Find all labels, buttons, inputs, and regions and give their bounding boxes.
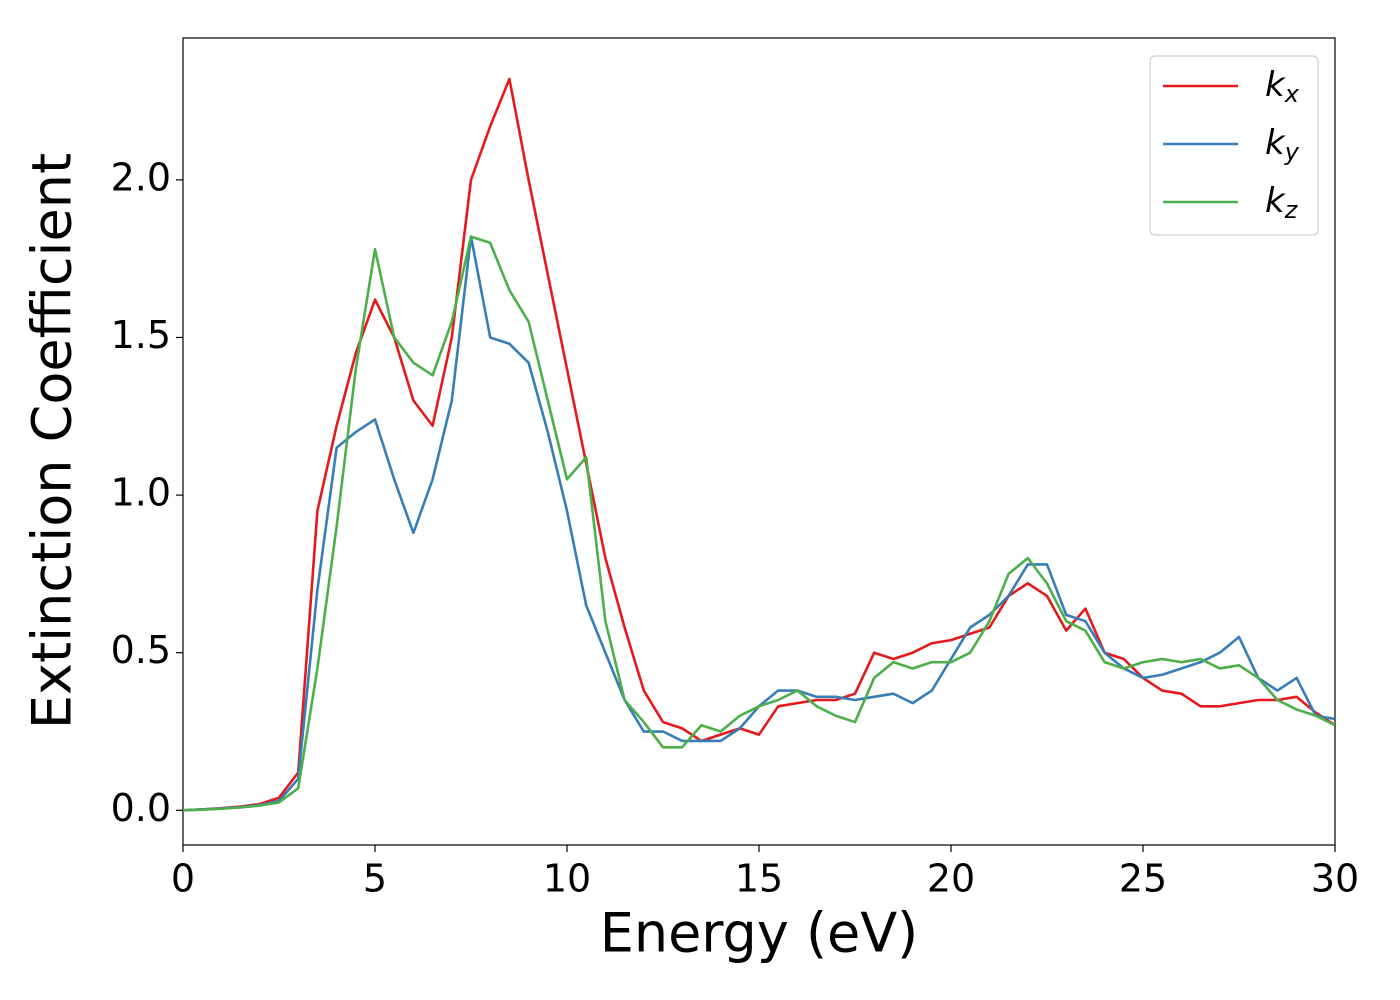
x-tick-label: 10	[543, 857, 591, 901]
data-line	[183, 235, 1335, 812]
y-tick-label: 1.0	[111, 471, 171, 515]
legend-box	[1149, 55, 1319, 236]
y-tick-label: 1.5	[111, 313, 171, 357]
y-tick-label: 0.0	[111, 786, 171, 830]
y-tick-label: 2.0	[111, 155, 171, 199]
x-tick-label: 20	[927, 857, 975, 901]
x-tick-label: 25	[1119, 857, 1167, 901]
legend-label: kz	[1265, 181, 1299, 225]
x-tick-label: 0	[171, 857, 195, 901]
x-tick-label: 30	[1311, 857, 1359, 901]
data-line	[183, 235, 1335, 812]
x-axis-label: Energy (eV)	[600, 902, 919, 965]
y-tick-label: 0.5	[111, 628, 171, 672]
x-tick-label: 5	[363, 857, 387, 901]
legend-label: ky	[1265, 123, 1300, 167]
y-axis-label: Extinction Coefficient	[21, 153, 84, 729]
legend-label: kx	[1265, 65, 1300, 109]
x-tick-label: 15	[735, 857, 783, 901]
plot-area	[183, 77, 1335, 812]
